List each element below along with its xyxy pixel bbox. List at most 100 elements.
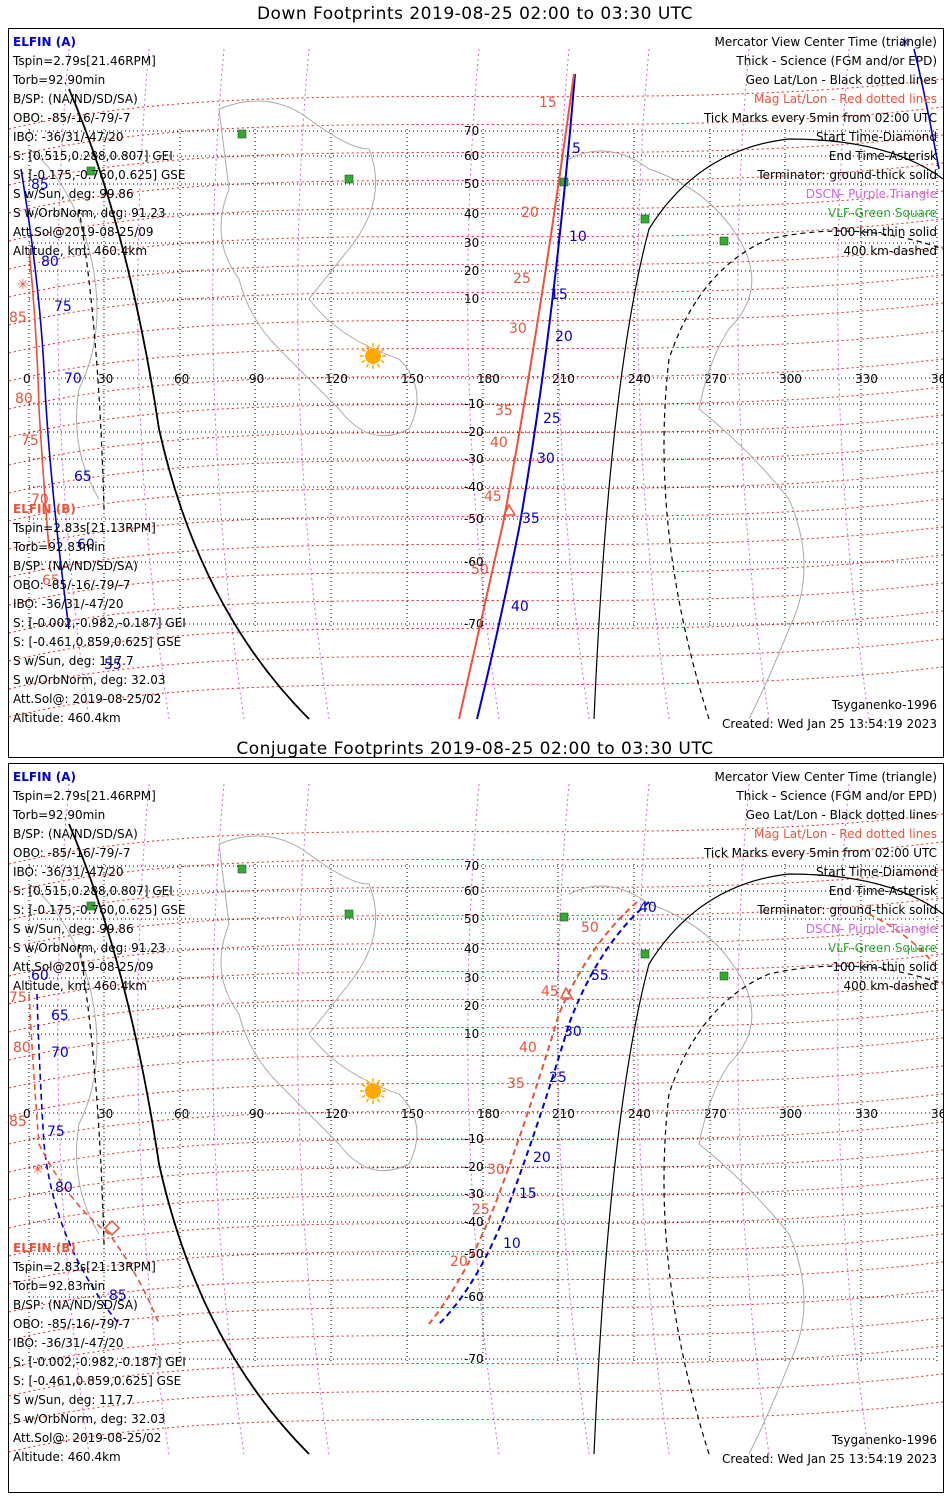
start-time-diamond <box>103 1219 121 1237</box>
terminator-line <box>68 823 310 1455</box>
legend-item: End Time-Asterisk <box>828 149 937 163</box>
elfin-b-tick-label: 20 <box>450 1254 468 1270</box>
elfin-a-tick-label: 20 <box>555 329 573 345</box>
lat-tick-label: 50 <box>464 177 479 191</box>
elfin-b-tick-label: 40 <box>519 1040 537 1056</box>
sun-ray <box>365 363 370 368</box>
elfin-a-info-line: Att.Sol@2019-08-25/09 <box>13 960 154 974</box>
lat-tick-label: -10 <box>464 1132 484 1146</box>
legend-item: End Time-Asterisk <box>828 884 937 898</box>
lon-tick-label: 0 <box>23 372 31 386</box>
lon-tick-label: 60 <box>174 372 189 386</box>
sun-ray <box>376 1098 381 1103</box>
lat-tick-label: -20 <box>464 425 484 439</box>
elfin-a-track <box>476 73 576 720</box>
elfin-b-tick-label: 25 <box>472 1202 490 1218</box>
lat-tick-label: -30 <box>464 452 484 466</box>
end-time-asterisk: ✳ <box>17 277 29 293</box>
mag-lat-line <box>9 953 943 1005</box>
mag-lat-line <box>9 442 943 494</box>
elfin-b-info-line: Torb=92.83min <box>13 1279 106 1293</box>
elfin-b-tick-label: 20 <box>521 205 539 221</box>
mag-lon-line <box>57 48 90 720</box>
elfin-a-info-line: IBO: -36/31/-47/20 <box>13 865 124 879</box>
sun-ray <box>361 1083 366 1088</box>
elfin-b-label: ELFIN (B) <box>13 502 76 516</box>
elfin-a-label: ELFIN (A) <box>13 770 76 784</box>
elfin-a-tick-label: 70 <box>51 1045 69 1061</box>
elfin-a-info-line: Altitude, km: 460.4km <box>13 979 148 993</box>
lon-tick-label: 120 <box>325 372 348 386</box>
elfin-a-info-line: S w/OrbNorm, deg: 91.23 <box>13 941 166 955</box>
legend-item: DSCN- Purple Triangle <box>805 187 937 201</box>
mag-lat-line <box>9 582 943 634</box>
elfin-a-tick-label: 30 <box>564 1024 582 1040</box>
lat-tick-label: 70 <box>464 859 479 873</box>
coastline-americas <box>568 885 805 1455</box>
mag-lon-line <box>557 783 590 1455</box>
mag-lat-line <box>9 897 943 949</box>
elfin-a-track <box>438 901 650 1325</box>
mag-lon-line <box>297 783 330 1455</box>
elfin-a-info-line: Tspin=2.79s[21.46RPM] <box>13 789 156 803</box>
legend-item: Mag Lat/Lon - Red dotted lines <box>753 827 937 841</box>
elfin-a-info-line: Att.Sol@2019-08-25/09 <box>13 225 154 239</box>
legend-item: DSCN- Purple Triangle <box>805 922 937 936</box>
elfin-b-info-line: B/SP: (NA/ND/SD/SA) <box>13 559 138 573</box>
elfin-b-tick-label: 30 <box>509 321 527 337</box>
mag-lat-line <box>9 1009 943 1061</box>
lon-tick-label: 300 <box>779 1107 802 1121</box>
legend-item: Thick - Science (FGM and/or EPD) <box>736 54 937 68</box>
mag-lon-line <box>137 48 170 720</box>
elfin-a-info-line: S: [0.515,0.288,0.807] GEI <box>13 884 173 898</box>
elfin-a-info-line: S: [-0.175,-0.760,0.625] GSE <box>13 168 186 182</box>
mag-lat-line <box>9 190 943 242</box>
sun-ray <box>365 1079 370 1084</box>
elfin-a-track <box>36 993 120 1325</box>
mag-lon-line <box>557 48 590 720</box>
mag-lat-line <box>9 1037 943 1089</box>
mag-lat-line <box>9 134 943 186</box>
legend-item: Start Time-Diamond <box>815 130 937 144</box>
lon-tick-label: 90 <box>249 372 264 386</box>
map-conjugate: 0306090120150180210240270300330360706050… <box>9 783 943 1455</box>
vlf-station-square <box>719 971 729 981</box>
legend-item: Geo Lat/Lon - Black dotted lines <box>745 73 937 87</box>
elfin-b-tick-label: 35 <box>507 1076 525 1092</box>
lat-tick-label: 60 <box>464 149 479 163</box>
terminator-400km <box>663 230 943 720</box>
elfin-a-tick-label: 75 <box>54 299 72 315</box>
mag-lat-line <box>9 554 943 606</box>
elfin-a-tick-label: 75 <box>47 1124 65 1140</box>
mag-lat-line <box>9 470 943 522</box>
vlf-station-square <box>559 912 569 922</box>
lon-tick-label: 330 <box>855 372 878 386</box>
elfin-b-info-line: IBO: -36/31/-47/20 <box>13 1336 124 1350</box>
mag-lat-line <box>9 302 943 354</box>
elfin-b-tick-label: 45 <box>484 489 502 505</box>
mag-lat-line <box>9 274 943 326</box>
elfin-a-tick-label: 55 <box>591 968 609 984</box>
vlf-station-square <box>640 949 650 959</box>
legend-item: VLF-Green Square <box>828 941 937 955</box>
legend-item: Mag Lat/Lon - Red dotted lines <box>753 92 937 106</box>
lat-tick-label: -10 <box>464 397 484 411</box>
sun-ray <box>365 344 370 349</box>
vlf-station-square <box>86 166 96 176</box>
down-footprints-panel: 0306090120150180210240270300330360706050… <box>8 28 944 758</box>
vlf-station-square <box>719 236 729 246</box>
lon-tick-label: 30 <box>98 1107 113 1121</box>
elfin-a-tick-label: 70 <box>64 371 82 387</box>
model-label: Tsyganenko-1996 <box>831 698 937 712</box>
mag-lat-line <box>9 1345 943 1397</box>
mag-lat-line <box>9 813 943 865</box>
elfin-b-info-line: Altitude: 460.4km <box>13 1450 121 1464</box>
lon-tick-label: 300 <box>779 372 802 386</box>
end-time-asterisk: ✳ <box>899 35 911 51</box>
lat-tick-label: -40 <box>464 480 484 494</box>
mag-lon-line <box>297 48 330 720</box>
elfin-b-tick-label: 75 <box>9 990 27 1006</box>
sun-ray <box>380 1083 385 1088</box>
sun-ray <box>361 348 366 353</box>
elfin-a-tick-label: 15 <box>519 1186 537 1202</box>
